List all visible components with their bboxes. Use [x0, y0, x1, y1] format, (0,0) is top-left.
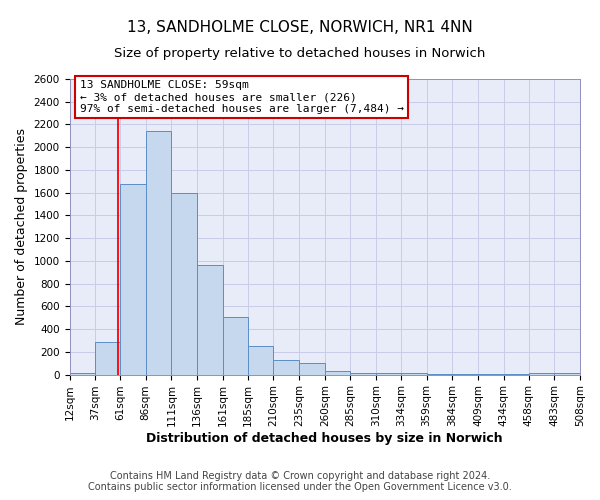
Text: Size of property relative to detached houses in Norwich: Size of property relative to detached ho…: [115, 48, 485, 60]
Bar: [197, 266, 223, 374]
Bar: [223, 316, 248, 374]
Text: 13, SANDHOLME CLOSE, NORWICH, NR1 4NN: 13, SANDHOLME CLOSE, NORWICH, NR1 4NN: [127, 20, 473, 35]
Bar: [248, 346, 274, 374]
Y-axis label: Number of detached properties: Number of detached properties: [15, 128, 28, 326]
X-axis label: Distribution of detached houses by size in Norwich: Distribution of detached houses by size …: [146, 432, 503, 445]
Bar: [70, 372, 95, 374]
Bar: [529, 372, 554, 374]
Bar: [325, 370, 350, 374]
Bar: [120, 184, 146, 374]
Bar: [299, 363, 325, 374]
Bar: [95, 342, 120, 374]
Bar: [172, 192, 197, 374]
Bar: [350, 372, 376, 374]
Bar: [376, 373, 401, 374]
Text: Contains public sector information licensed under the Open Government Licence v3: Contains public sector information licen…: [88, 482, 512, 492]
Text: Contains HM Land Registry data © Crown copyright and database right 2024.: Contains HM Land Registry data © Crown c…: [110, 471, 490, 481]
Bar: [146, 132, 172, 374]
Bar: [274, 360, 299, 374]
Text: 13 SANDHOLME CLOSE: 59sqm
← 3% of detached houses are smaller (226)
97% of semi-: 13 SANDHOLME CLOSE: 59sqm ← 3% of detach…: [80, 80, 404, 114]
